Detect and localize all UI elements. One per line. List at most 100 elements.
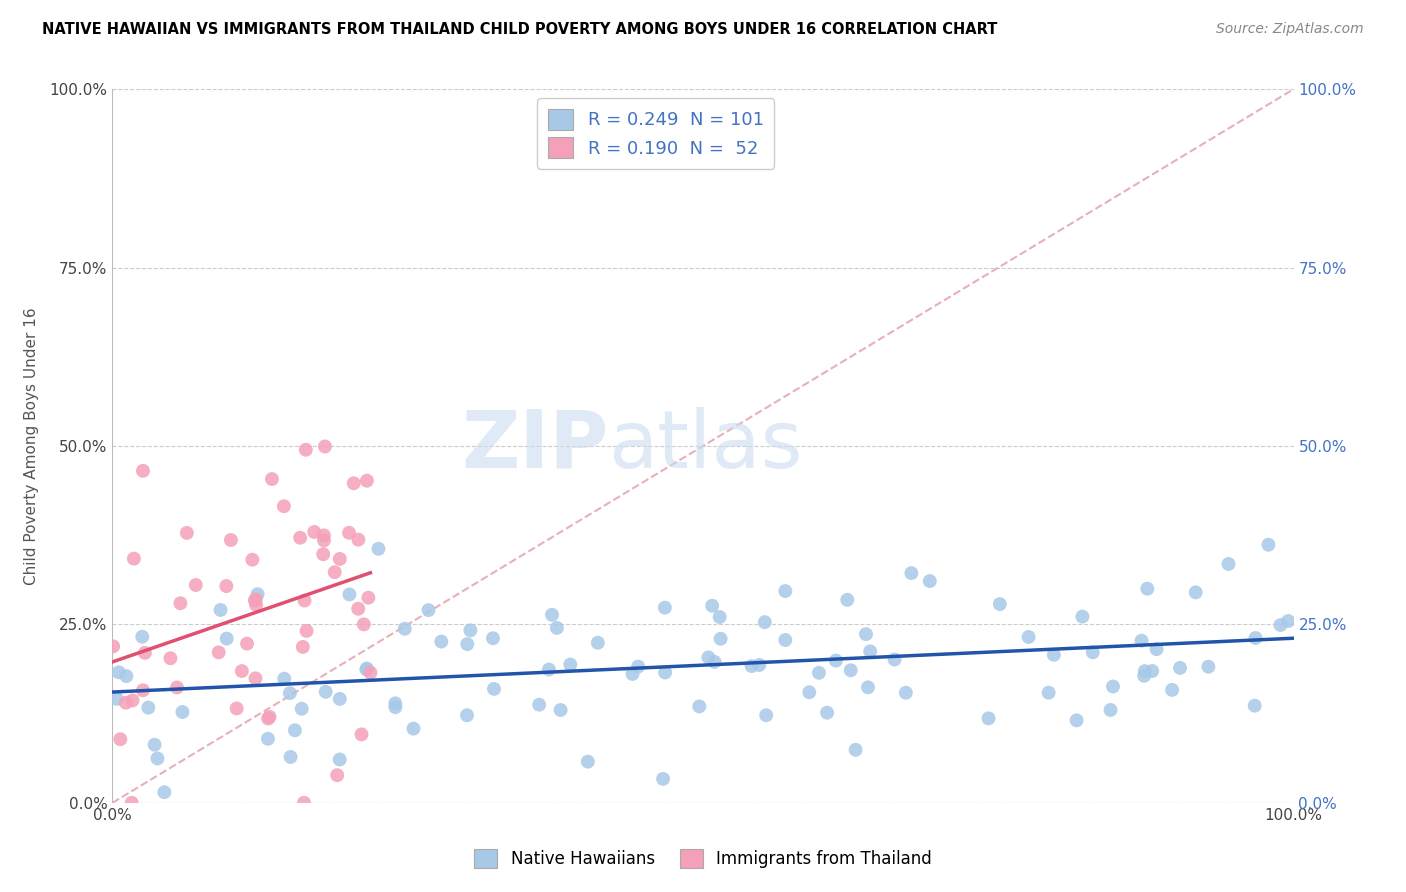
Point (236, 637, 259, 651)
Point (291, 702, 314, 716)
Point (1270, 618, 1292, 632)
Point (295, 442, 318, 457)
Point (329, 552, 352, 566)
Point (280, 750, 302, 764)
Point (304, 524, 326, 539)
Point (654, 665, 676, 680)
Point (288, 531, 311, 545)
Point (1133, 664, 1156, 678)
Point (1130, 633, 1153, 648)
Point (219, 533, 242, 547)
Point (122, 551, 145, 566)
Point (169, 596, 191, 610)
Point (621, 667, 644, 681)
Point (418, 603, 440, 617)
Point (323, 565, 346, 579)
Point (775, 632, 797, 647)
Point (460, 624, 482, 638)
Point (245, 592, 267, 607)
Point (1133, 669, 1156, 683)
Point (859, 644, 882, 658)
Point (900, 566, 922, 581)
Point (131, 630, 153, 644)
Point (132, 683, 155, 698)
Point (312, 547, 335, 561)
Point (1244, 631, 1267, 645)
Point (384, 700, 406, 714)
Point (245, 598, 267, 612)
Point (215, 579, 238, 593)
Point (132, 464, 155, 478)
Point (1081, 645, 1104, 659)
Point (688, 699, 710, 714)
Point (176, 525, 198, 540)
Point (394, 622, 416, 636)
Point (856, 681, 879, 695)
Point (1184, 585, 1206, 599)
Point (367, 541, 389, 556)
Point (291, 640, 314, 654)
Point (153, 785, 176, 799)
Point (209, 603, 232, 617)
Point (110, 732, 132, 747)
Point (329, 752, 352, 766)
Point (1146, 642, 1168, 657)
Point (845, 743, 868, 757)
Point (184, 578, 207, 592)
Point (537, 663, 560, 677)
Point (550, 703, 572, 717)
Point (1218, 557, 1240, 571)
Point (741, 659, 763, 673)
Point (347, 601, 370, 615)
Point (115, 669, 138, 683)
Point (456, 708, 478, 723)
Point (1243, 698, 1265, 713)
Point (315, 685, 337, 699)
Point (326, 768, 349, 782)
Point (257, 711, 280, 725)
Point (430, 634, 453, 648)
Point (1168, 661, 1191, 675)
Point (456, 637, 478, 651)
Point (1257, 538, 1279, 552)
Point (755, 708, 778, 723)
Point (754, 615, 776, 629)
Point (1071, 609, 1094, 624)
Point (703, 655, 725, 669)
Point (257, 731, 280, 746)
Point (231, 664, 253, 678)
Point (1161, 682, 1184, 697)
Point (121, 796, 143, 810)
Text: Source: ZipAtlas.com: Source: ZipAtlas.com (1216, 22, 1364, 37)
Point (312, 533, 335, 548)
Point (839, 663, 862, 677)
Point (146, 751, 169, 765)
Point (143, 738, 166, 752)
Point (1066, 714, 1088, 728)
Point (883, 652, 905, 666)
Point (356, 663, 378, 677)
Point (356, 661, 378, 675)
Point (259, 710, 281, 724)
Point (294, 593, 316, 607)
Point (357, 591, 380, 605)
Point (855, 627, 877, 641)
Point (295, 624, 318, 638)
Point (1197, 659, 1219, 673)
Point (1140, 664, 1163, 678)
Point (709, 610, 731, 624)
Point (136, 700, 159, 714)
Point (115, 696, 138, 710)
Point (172, 705, 194, 719)
Point (977, 711, 1000, 725)
Point (807, 665, 830, 680)
Point (1043, 648, 1066, 662)
Point (576, 755, 599, 769)
Legend: R = 0.249  N = 101, R = 0.190  N =  52: R = 0.249 N = 101, R = 0.190 N = 52 (537, 98, 775, 169)
Point (273, 500, 295, 514)
Point (243, 593, 266, 607)
Point (710, 632, 733, 646)
Text: atlas: atlas (609, 407, 803, 485)
Point (101, 640, 124, 654)
Point (482, 681, 505, 696)
